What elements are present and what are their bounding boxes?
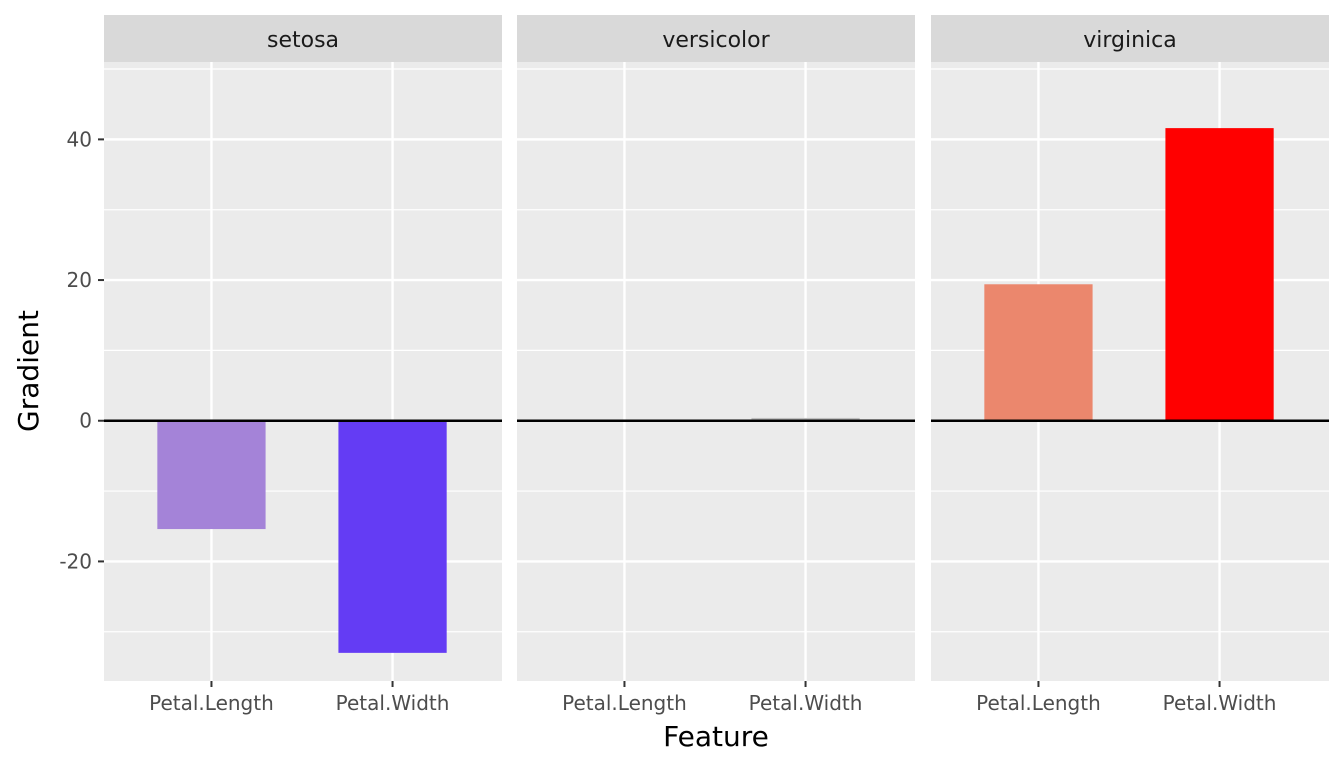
x-tick-label: Petal.Length <box>976 691 1101 715</box>
x-tick-label: Petal.Width <box>749 691 863 715</box>
x-axis-title: Feature <box>663 720 769 753</box>
x-tick-label: Petal.Length <box>149 691 274 715</box>
facet-label-versicolor: versicolor <box>662 28 770 53</box>
facet-label-virginica: virginica <box>1083 28 1177 53</box>
panel-background-versicolor <box>517 62 915 681</box>
facet-label-setosa: setosa <box>267 28 339 53</box>
y-tick-label: 20 <box>67 268 92 292</box>
y-tick-label: 40 <box>67 127 92 151</box>
bar-virginica-petal-width <box>1165 128 1274 421</box>
x-tick-label: Petal.Width <box>1163 691 1277 715</box>
facet-strip-virginica <box>931 15 1329 62</box>
bar-setosa-petal-length <box>157 420 266 530</box>
y-axis-title: Gradient <box>12 310 45 432</box>
bar-setosa-petal-width <box>338 420 447 653</box>
y-tick-label: -20 <box>59 549 92 573</box>
bar-versicolor-petal-width <box>751 417 860 421</box>
x-tick-label: Petal.Width <box>336 691 450 715</box>
facet-strip-versicolor <box>517 15 915 62</box>
bar-virginica-petal-length <box>984 284 1093 421</box>
facet-strip-setosa <box>104 15 502 62</box>
y-tick-label: 0 <box>79 409 92 433</box>
x-tick-label: Petal.Length <box>562 691 687 715</box>
